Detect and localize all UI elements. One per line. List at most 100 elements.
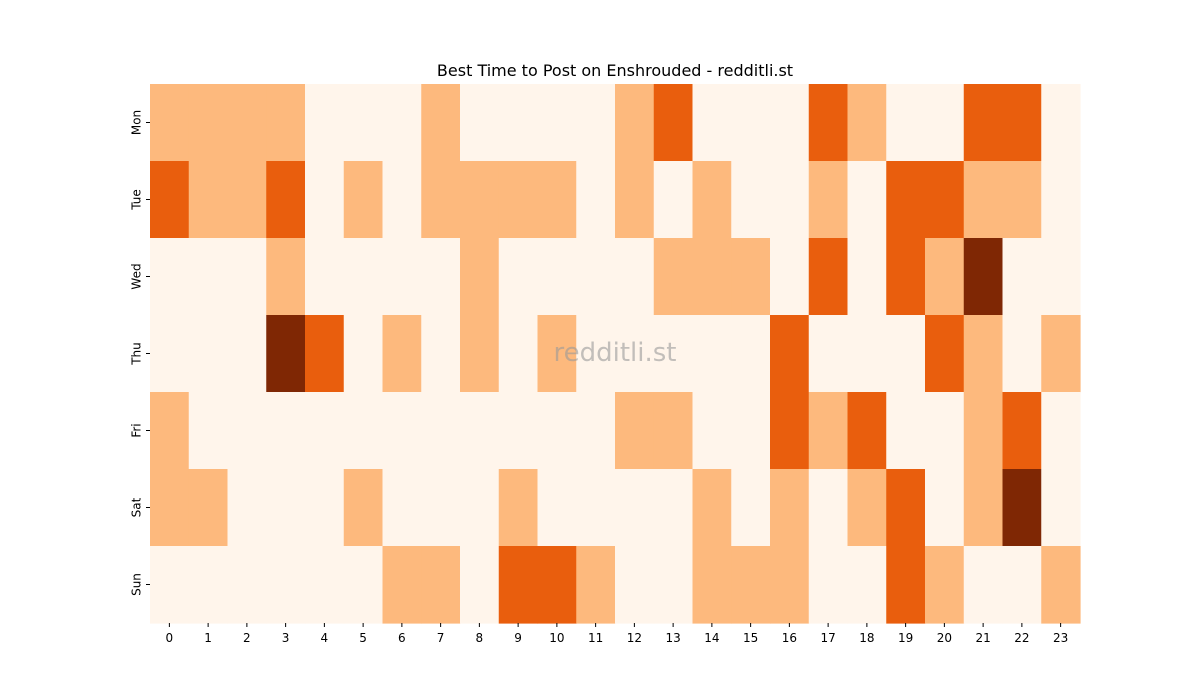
heatmap-cell-Mon-21 [963, 84, 1004, 162]
heatmap-cell-Sun-14 [692, 546, 732, 624]
heatmap-cell-Wed-4 [305, 238, 345, 316]
x-tick-label: 7 [437, 631, 445, 645]
heatmap-cell-Thu-19 [886, 315, 926, 393]
heatmap-cell-Wed-3 [266, 238, 306, 316]
heatmap-cell-Fri-23 [1041, 392, 1081, 470]
heatmap-cell-Tue-20 [925, 161, 965, 239]
heatmap-cell-Thu-6 [382, 315, 422, 393]
heatmap-cell-Wed-18 [847, 238, 887, 316]
heatmap-cell-Sun-12 [615, 546, 655, 624]
x-tick-label: 3 [282, 631, 290, 645]
heatmap-cell-Fri-1 [188, 392, 229, 470]
heatmap-cell-Sun-7 [421, 546, 461, 624]
heatmap-cell-Fri-18 [847, 392, 887, 470]
heatmap-cell-Sun-17 [808, 546, 849, 624]
heatmap-cell-Sat-6 [382, 469, 422, 547]
x-tick-label: 13 [665, 631, 680, 645]
heatmap-cell-Sat-21 [963, 469, 1004, 547]
heatmap-cell-Sat-0 [150, 469, 190, 547]
heatmap-cell-Tue-3 [266, 161, 306, 239]
heatmap-cell-Thu-5 [343, 315, 384, 393]
heatmap-cell-Fri-3 [266, 392, 306, 470]
heatmap-cell-Tue-19 [886, 161, 926, 239]
heatmap-cell-Wed-1 [188, 238, 229, 316]
heatmap-cell-Mon-2 [227, 84, 267, 162]
x-tick-label: 8 [476, 631, 484, 645]
x-tick-label: 18 [859, 631, 874, 645]
heatmap-cell-Sun-18 [847, 546, 887, 624]
heatmap-cell-Fri-11 [576, 392, 616, 470]
heatmap-cell-Fri-14 [692, 392, 732, 470]
x-tick-label: 22 [1014, 631, 1029, 645]
heatmap-cell-Fri-2 [227, 392, 267, 470]
heatmap-cell-Sat-4 [305, 469, 345, 547]
heatmap-cell-Fri-7 [421, 392, 461, 470]
heatmap-cell-Tue-1 [188, 161, 229, 239]
heatmap-cell-Sun-23 [1041, 546, 1081, 624]
heatmap-cell-Sun-16 [770, 546, 810, 624]
heatmap-cell-Wed-7 [421, 238, 461, 316]
heatmap-cell-Tue-13 [653, 161, 694, 239]
heatmap-cell-Wed-13 [653, 238, 694, 316]
x-tick-label: 17 [820, 631, 835, 645]
heatmap-cell-Fri-6 [382, 392, 422, 470]
heatmap-cell-Tue-6 [382, 161, 422, 239]
heatmap-cell-Mon-18 [847, 84, 887, 162]
heatmap-cell-Fri-21 [963, 392, 1004, 470]
x-tick-label: 15 [743, 631, 758, 645]
heatmap-cell-Thu-9 [498, 315, 539, 393]
heatmap-cell-Sat-18 [847, 469, 887, 547]
heatmap-cell-Fri-17 [808, 392, 849, 470]
heatmap-cell-Mon-11 [576, 84, 616, 162]
heatmap-cell-Sun-3 [266, 546, 306, 624]
heatmap-cell-Sun-22 [1002, 546, 1042, 624]
heatmap-cell-Sat-14 [692, 469, 732, 547]
heatmap-cell-Thu-12 [615, 315, 655, 393]
heatmap-cell-Thu-8 [460, 315, 500, 393]
heatmap-cell-Sun-4 [305, 546, 345, 624]
heatmap-cell-Mon-10 [537, 84, 577, 162]
heatmap-cell-Wed-10 [537, 238, 577, 316]
heatmap-cell-Mon-8 [460, 84, 500, 162]
heatmap-cell-Sun-6 [382, 546, 422, 624]
heatmap-cell-Tue-18 [847, 161, 887, 239]
chart-title: Best Time to Post on Enshrouded - reddit… [437, 61, 793, 80]
heatmap-cell-Fri-10 [537, 392, 577, 470]
y-axis-ticks: Mon Tue Wed Thu Fri Sat Sun [130, 110, 150, 596]
heatmap-cell-Sun-20 [925, 546, 965, 624]
heatmap-cell-Wed-2 [227, 238, 267, 316]
x-tick-label: 12 [627, 631, 642, 645]
heatmap-cell-Wed-0 [150, 238, 190, 316]
x-tick-label: 0 [166, 631, 174, 645]
heatmap-cell-Sat-17 [808, 469, 849, 547]
heatmap-cell-Tue-5 [343, 161, 384, 239]
heatmap-cell-Sat-11 [576, 469, 616, 547]
heatmap-cell-Wed-21 [963, 238, 1004, 316]
heatmap-cell-Thu-3 [266, 315, 306, 393]
heatmap-cell-Tue-11 [576, 161, 616, 239]
watermark: redditli.st [554, 338, 677, 368]
x-tick-label: 19 [898, 631, 913, 645]
heatmap-cell-Tue-16 [770, 161, 810, 239]
x-tick-label: 20 [937, 631, 952, 645]
y-tick-label: Tue [130, 189, 144, 211]
heatmap-cell-Tue-10 [537, 161, 577, 239]
heatmap-cell-Wed-22 [1002, 238, 1042, 316]
heatmap-cell-Sun-8 [460, 546, 500, 624]
heatmap-cell-Sun-11 [576, 546, 616, 624]
heatmap-cell-Tue-14 [692, 161, 732, 239]
heatmap-cell-Mon-22 [1002, 84, 1042, 162]
heatmap-cell-Fri-16 [770, 392, 810, 470]
heatmap-cell-Fri-22 [1002, 392, 1042, 470]
heatmap-cell-Thu-21 [963, 315, 1004, 393]
heatmap-cell-Wed-8 [460, 238, 500, 316]
heatmap-cell-Thu-13 [653, 315, 694, 393]
heatmap-cell-Tue-12 [615, 161, 655, 239]
heatmap-cell-Sun-5 [343, 546, 384, 624]
heatmap-cell-Fri-9 [498, 392, 539, 470]
heatmap-cell-Mon-23 [1041, 84, 1081, 162]
heatmap-cell-Tue-7 [421, 161, 461, 239]
heatmap-cell-Wed-6 [382, 238, 422, 316]
heatmap-cell-Fri-5 [343, 392, 384, 470]
